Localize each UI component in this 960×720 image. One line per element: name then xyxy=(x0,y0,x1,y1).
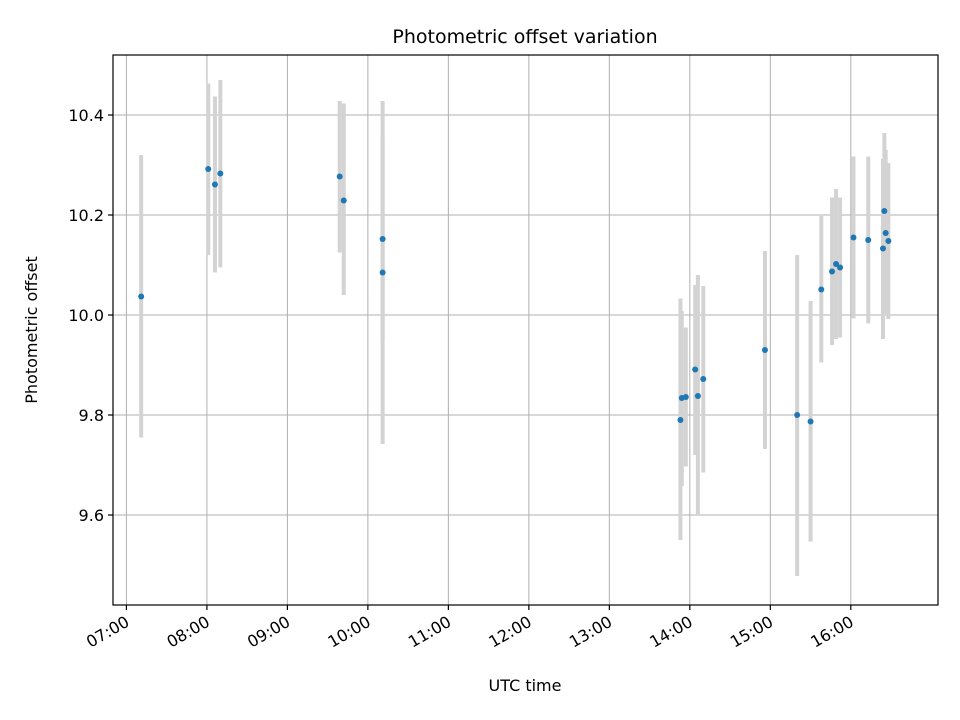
data-point xyxy=(865,237,872,243)
data-point xyxy=(882,230,889,236)
y-tick-label: 10.0 xyxy=(68,306,104,325)
data-point xyxy=(829,268,836,275)
data-point xyxy=(837,264,844,271)
grid-lines xyxy=(113,55,938,605)
data-points xyxy=(138,166,892,425)
y-tick-label: 9.6 xyxy=(79,506,104,525)
data-point xyxy=(850,234,857,241)
data-point xyxy=(340,197,347,204)
data-point xyxy=(138,293,145,300)
data-point xyxy=(682,394,689,400)
y-axis-ticks: 9.6 9.8 10.0 10.2 10.4 xyxy=(68,106,113,525)
y-tick-label: 9.8 xyxy=(79,406,104,425)
data-point xyxy=(794,412,801,418)
data-point xyxy=(880,245,886,252)
data-point xyxy=(205,166,212,172)
data-point xyxy=(379,269,386,276)
data-point xyxy=(217,170,224,177)
data-point xyxy=(833,261,840,267)
x-axis-label: UTC time xyxy=(489,676,562,695)
data-point xyxy=(379,236,386,242)
data-point xyxy=(692,366,699,373)
data-point xyxy=(885,238,892,244)
y-axis-label: Photometric offset xyxy=(22,256,41,404)
y-tick-label: 10.4 xyxy=(68,106,104,125)
data-point xyxy=(336,173,343,180)
data-point xyxy=(807,418,814,425)
data-point xyxy=(694,393,701,399)
data-point xyxy=(881,208,888,214)
chart-title: Photometric offset variation xyxy=(392,26,657,48)
data-point xyxy=(700,376,707,382)
data-point xyxy=(211,181,218,188)
data-point xyxy=(761,347,768,353)
data-point xyxy=(818,286,825,293)
y-tick-label: 10.2 xyxy=(68,206,104,225)
data-point xyxy=(677,417,684,423)
plot-frame xyxy=(112,54,939,606)
